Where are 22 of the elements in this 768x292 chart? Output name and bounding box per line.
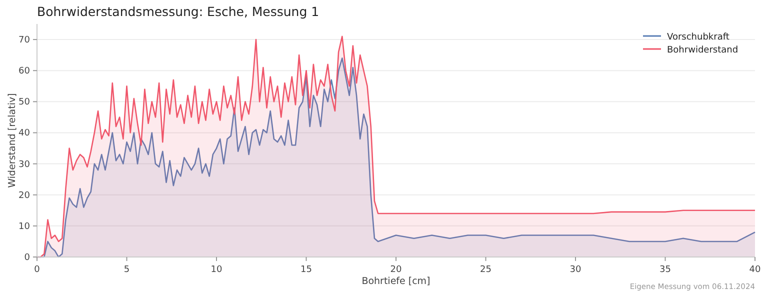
y-axis-title: Widerstand [relativ] (7, 93, 18, 188)
y-tick-label: 30 (18, 160, 30, 170)
y-tick-label: 70 (18, 36, 30, 46)
chart-title: Bohrwiderstandsmessung: Esche, Messung 1 (37, 4, 320, 19)
legend-label: Bohrwiderstand (667, 46, 738, 56)
x-tick-label: 30 (570, 265, 582, 275)
x-tick-label: 20 (390, 265, 402, 275)
x-tick-label: 15 (300, 265, 312, 275)
x-tick-label: 0 (34, 265, 40, 275)
y-tick-label: 50 (18, 98, 30, 108)
y-tick-label: 40 (18, 128, 30, 139)
y-tick-label: 10 (18, 222, 30, 232)
x-tick-label: 5 (124, 265, 130, 275)
x-tick-label: 10 (210, 265, 222, 275)
legend-label: Vorschubkraft (667, 32, 730, 42)
y-tick-label: 60 (18, 66, 30, 77)
x-tick-label: 25 (480, 265, 492, 275)
x-tick-label: 35 (660, 265, 671, 275)
x-axis-title: Bohrtiefe [cm] (362, 276, 430, 287)
y-tick-label: 20 (18, 190, 30, 201)
y-tick-label: 0 (24, 253, 30, 263)
x-tick-label: 40 (749, 265, 761, 275)
